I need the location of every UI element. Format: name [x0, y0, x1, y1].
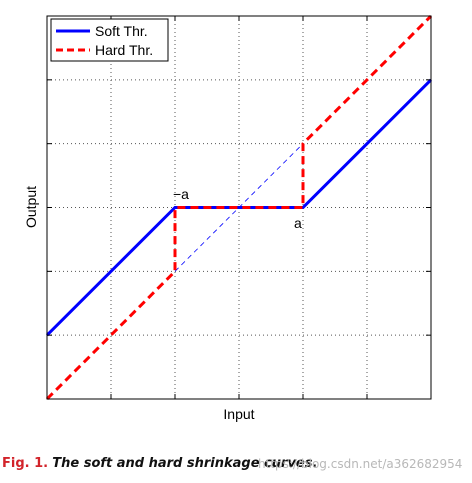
- legend-label-soft: Soft Thr.: [95, 23, 148, 39]
- watermark-text: https://blog.csdn.net/a362682954: [258, 457, 463, 471]
- series-line-hard: [45, 14, 433, 401]
- legend-label-hard: Hard Thr.: [95, 42, 153, 58]
- figure-caption: Fig. 1. The soft and hard shrinkage curv…: [2, 456, 317, 471]
- legend: Soft Thr. Hard Thr.: [50, 18, 169, 62]
- y-axis-label: Output: [23, 186, 39, 228]
- series-line-soft: [45, 78, 433, 337]
- neg-threshold-label: −a: [173, 186, 189, 202]
- series-layer: [45, 14, 433, 401]
- pos-threshold-label: a: [294, 215, 302, 231]
- x-axis-label: Input: [223, 406, 254, 422]
- figure-caption-text: The soft and hard shrinkage curves.: [52, 456, 318, 471]
- legend-box: [50, 18, 169, 62]
- figure-number: Fig. 1.: [2, 456, 49, 471]
